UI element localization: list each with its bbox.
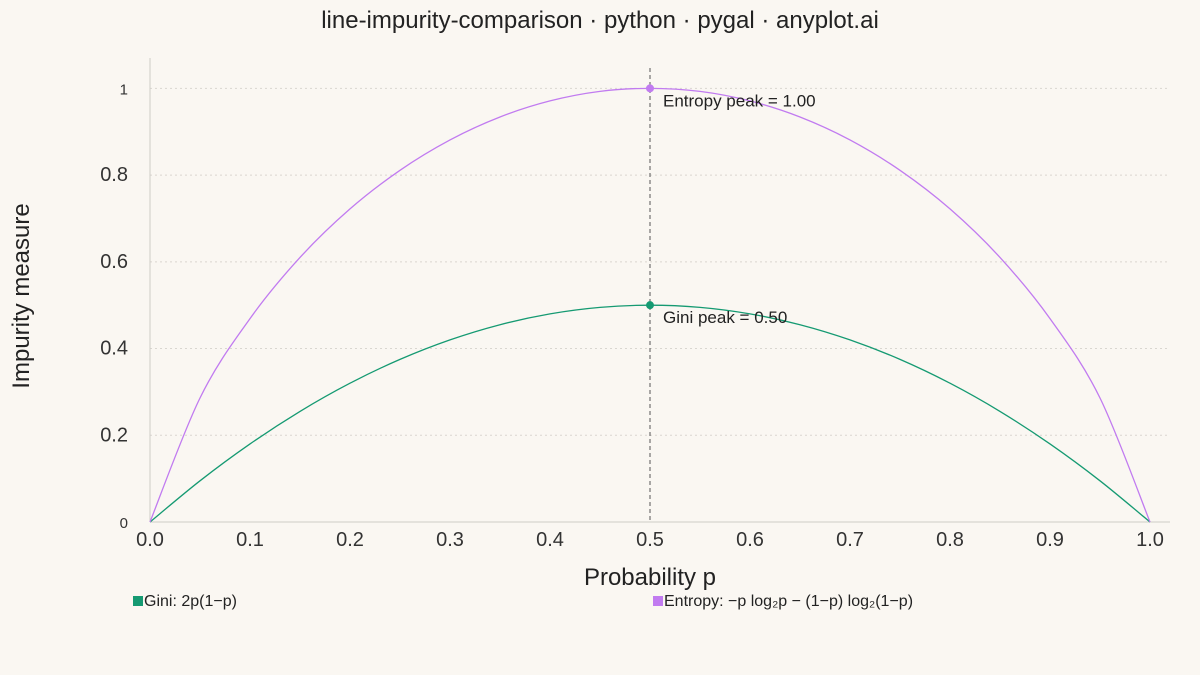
axes bbox=[149, 58, 1170, 523]
tick-labels: 0 0.2 0.4 0.6 0.8 1 0.0 0.1 0.2 0.3 0.4 0.5 0.6 0.7 0.… bbox=[100, 81, 1164, 551]
annotations: Entropy peak = 1.00 Gini peak = 0.50 bbox=[646, 68, 816, 522]
x-tick-label: 0.3 bbox=[436, 529, 464, 551]
gini-peak-point bbox=[646, 301, 654, 310]
entropy-peak-label: Entropy peak = 1.00 bbox=[663, 91, 816, 110]
x-tick-label: 0.2 bbox=[336, 529, 364, 551]
y-tick-label: 0 bbox=[120, 515, 128, 532]
x-tick-label: 0.9 bbox=[1036, 529, 1064, 551]
chart-title: line-impurity-comparison · python · pyga… bbox=[321, 7, 879, 34]
legend-label-entropy: Entropy: −p log₂p − (1−p) log₂(1−p) bbox=[664, 593, 913, 610]
x-tick-label: 0.7 bbox=[836, 529, 864, 551]
y-axis-title: Impurity measure bbox=[8, 203, 35, 388]
gini-peak-label: Gini peak = 0.50 bbox=[663, 308, 787, 327]
y-tick-label: 0.4 bbox=[100, 338, 128, 360]
x-tick-label: 0.1 bbox=[236, 529, 264, 551]
legend-label-gini: Gini: 2p(1−p) bbox=[144, 593, 237, 610]
gridlines bbox=[150, 87, 1170, 436]
entropy-peak-point bbox=[646, 84, 654, 93]
x-tick-label: 0.6 bbox=[736, 529, 764, 551]
x-tick-label: 0.4 bbox=[536, 529, 564, 551]
legend-swatch-gini bbox=[133, 596, 143, 606]
y-tick-label: 1 bbox=[120, 81, 128, 98]
x-tick-label: 0.8 bbox=[936, 529, 964, 551]
y-tick-label: 0.6 bbox=[100, 251, 128, 273]
x-tick-label: 0.5 bbox=[636, 529, 664, 551]
legend: Gini: 2p(1−p) Entropy: −p log₂p − (1−p) l… bbox=[133, 593, 913, 610]
y-tick-label: 0.2 bbox=[100, 424, 128, 446]
x-tick-label: 0.0 bbox=[136, 529, 164, 551]
x-axis-title: Probability p bbox=[584, 564, 716, 591]
x-tick-label: 1.0 bbox=[1136, 529, 1164, 551]
legend-swatch-entropy bbox=[653, 596, 663, 606]
y-tick-label: 0.8 bbox=[100, 164, 128, 186]
